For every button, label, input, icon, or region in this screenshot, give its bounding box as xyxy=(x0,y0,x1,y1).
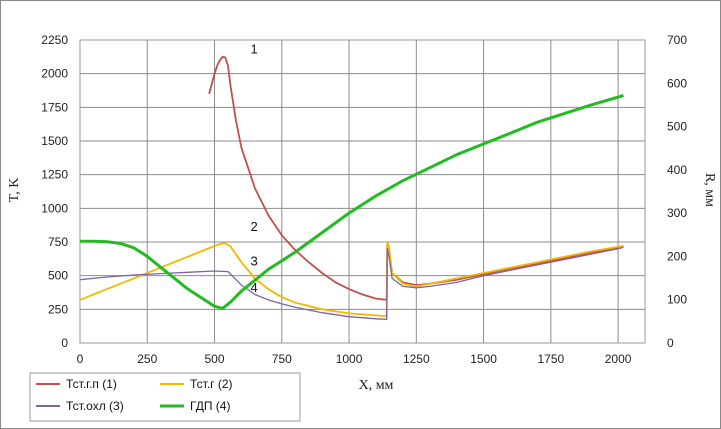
y2-tick-label: 300 xyxy=(667,206,687,220)
grid xyxy=(79,39,646,344)
y-tick-label: 1500 xyxy=(41,134,68,148)
series-lines xyxy=(79,55,624,321)
y-tick-label: 0 xyxy=(61,336,68,350)
x-axis-title: X, мм xyxy=(359,378,394,393)
y2-tick-label: 200 xyxy=(667,249,687,263)
y-tick-label: 750 xyxy=(48,235,68,249)
legend-box xyxy=(29,372,301,422)
x-tick-label: 0 xyxy=(77,352,84,366)
legend: Тст.г.п (1) Тст.г (2) Тст.охл (3) ГДП (4) xyxy=(29,372,301,422)
curve-label-1: 1 xyxy=(251,41,258,56)
curve-label-2: 2 xyxy=(251,219,258,234)
series-line-1 xyxy=(208,55,624,301)
legend-label-1: Тст.г.п (1) xyxy=(66,377,117,391)
y2-tick-label: 600 xyxy=(667,76,687,90)
x-tick-label: 2000 xyxy=(605,352,632,366)
y-tick-label: 250 xyxy=(48,302,68,316)
x-tick-label: 1250 xyxy=(403,352,430,366)
y2-tick-label: 700 xyxy=(667,33,687,47)
curve-label-3: 3 xyxy=(251,254,258,269)
y-tick-label: 1750 xyxy=(41,100,68,114)
y2-tick-label: 0 xyxy=(667,336,674,350)
y2-tick-label: 400 xyxy=(667,163,687,177)
series-line-3 xyxy=(79,246,624,321)
y-tick-label: 2000 xyxy=(41,67,68,81)
series-line-2 xyxy=(79,241,624,318)
plot-area xyxy=(79,39,646,344)
legend-label-4: ГДП (4) xyxy=(190,399,230,413)
y-tick-label: 1250 xyxy=(41,168,68,182)
y-tick-label: 1000 xyxy=(41,201,68,215)
curve-labels: 1 2 3 4 xyxy=(251,41,258,294)
y2-tick-label: 100 xyxy=(667,293,687,307)
y-tick-label: 2250 xyxy=(41,33,68,47)
legend-label-3: Тст.охл (3) xyxy=(66,399,124,413)
x-tick-label: 1500 xyxy=(470,352,497,366)
x-tick-label: 1000 xyxy=(336,352,363,366)
x-tick-label: 250 xyxy=(137,352,157,366)
x-tick-label: 1750 xyxy=(537,352,564,366)
y-tick-label: 500 xyxy=(48,269,68,283)
x-tick-label: 750 xyxy=(272,352,292,366)
y-axis-title: T, K xyxy=(7,178,22,203)
y2-axis-title: R, мм xyxy=(702,173,717,207)
curve-label-4: 4 xyxy=(251,280,258,295)
x-tick-label: 500 xyxy=(205,352,225,366)
y2-tick-label: 500 xyxy=(667,120,687,134)
series-line-4 xyxy=(80,93,624,310)
legend-label-2: Тст.г (2) xyxy=(190,377,233,391)
